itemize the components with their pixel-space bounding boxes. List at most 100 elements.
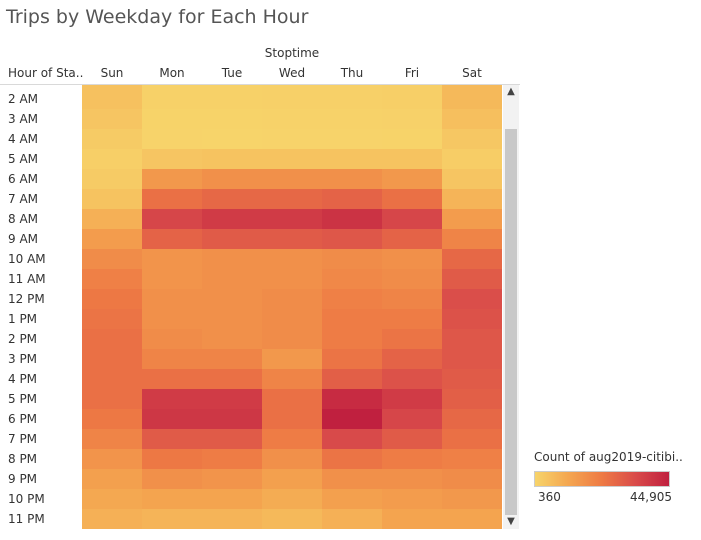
heatmap-cell[interactable] [82,309,142,329]
heatmap-cell[interactable] [382,209,442,229]
heatmap-cell[interactable] [142,289,202,309]
heatmap-cell[interactable] [322,389,382,409]
heatmap-cell[interactable] [322,489,382,509]
heatmap-cell[interactable] [202,369,262,389]
heatmap-cell[interactable] [322,369,382,389]
heatmap-cell[interactable] [142,409,202,429]
heatmap-cell[interactable] [382,89,442,109]
heatmap-cell[interactable] [322,209,382,229]
heatmap-cell[interactable] [142,329,202,349]
heatmap-cell[interactable] [442,189,502,209]
heatmap-cell[interactable] [382,109,442,129]
heatmap-cell[interactable] [82,489,142,509]
heatmap-cell[interactable] [262,369,322,389]
heatmap-cell[interactable] [442,369,502,389]
heatmap-cell[interactable] [142,109,202,129]
heatmap-cell[interactable] [262,449,322,469]
heatmap-cell[interactable] [262,489,322,509]
heatmap-cell[interactable] [82,469,142,489]
heatmap-cell[interactable] [442,349,502,369]
heatmap-cell[interactable] [82,169,142,189]
heatmap-cell[interactable] [262,249,322,269]
heatmap-cell[interactable] [202,129,262,149]
heatmap-cell[interactable] [382,329,442,349]
heatmap-cell[interactable] [322,469,382,489]
heatmap-cell[interactable] [382,269,442,289]
heatmap-cell[interactable] [202,329,262,349]
heatmap-cell[interactable] [202,149,262,169]
heatmap-cell[interactable] [442,469,502,489]
heatmap-cell[interactable] [82,369,142,389]
heatmap-cell[interactable] [142,429,202,449]
heatmap-cell[interactable] [142,469,202,489]
heatmap-cell[interactable] [322,329,382,349]
heatmap-cell[interactable] [262,189,322,209]
heatmap-cell[interactable] [202,489,262,509]
heatmap-cell[interactable] [82,229,142,249]
heatmap-cell[interactable] [382,309,442,329]
heatmap-cell[interactable] [442,409,502,429]
heatmap-cell[interactable] [142,149,202,169]
heatmap-cell[interactable] [382,169,442,189]
heatmap-cell[interactable] [442,389,502,409]
heatmap-cell[interactable] [382,449,442,469]
heatmap-cell[interactable] [322,229,382,249]
heatmap-cell[interactable] [202,309,262,329]
heatmap-cell[interactable] [82,269,142,289]
heatmap-cell[interactable] [442,489,502,509]
heatmap-cell[interactable] [202,89,262,109]
heatmap-cell[interactable] [262,229,322,249]
heatmap-cell[interactable] [382,249,442,269]
heatmap-cell[interactable] [262,169,322,189]
heatmap-cell[interactable] [442,109,502,129]
heatmap-cell[interactable] [142,369,202,389]
heatmap-cell[interactable] [442,309,502,329]
heatmap-cell[interactable] [142,389,202,409]
heatmap-cell[interactable] [442,269,502,289]
heatmap-cell[interactable] [382,429,442,449]
heatmap-cell[interactable] [142,489,202,509]
heatmap-cell[interactable] [322,109,382,129]
heatmap-cell[interactable] [82,89,142,109]
heatmap-cell[interactable] [142,309,202,329]
heatmap-cell[interactable] [82,429,142,449]
heatmap-cell[interactable] [442,209,502,229]
heatmap-cell[interactable] [322,129,382,149]
heatmap-cell[interactable] [262,309,322,329]
heatmap-cell[interactable] [202,269,262,289]
heatmap-cell[interactable] [322,309,382,329]
heatmap-cell[interactable] [82,329,142,349]
heatmap-cell[interactable] [82,389,142,409]
heatmap-cell[interactable] [442,329,502,349]
heatmap-cell[interactable] [262,109,322,129]
row-header-label[interactable]: Hour of Sta.. [8,66,84,80]
heatmap-cell[interactable] [202,429,262,449]
scroll-down-icon[interactable]: ▼ [507,516,515,527]
heatmap-cell[interactable] [142,89,202,109]
heatmap-cell[interactable] [142,189,202,209]
heatmap-cell[interactable] [322,189,382,209]
heatmap-cell[interactable] [382,289,442,309]
heatmap-cell[interactable] [442,429,502,449]
heatmap-cell[interactable] [442,149,502,169]
heatmap-cell[interactable] [442,449,502,469]
heatmap-cell[interactable] [382,389,442,409]
heatmap-cell[interactable] [382,189,442,209]
heatmap-cell[interactable] [142,129,202,149]
heatmap-cell[interactable] [82,249,142,269]
heatmap-cell[interactable] [382,369,442,389]
heatmap-cell[interactable] [82,449,142,469]
heatmap-cell[interactable] [262,149,322,169]
heatmap-cell[interactable] [82,509,142,529]
heatmap-cell[interactable] [202,389,262,409]
heatmap-cell[interactable] [202,289,262,309]
heatmap-cell[interactable] [382,229,442,249]
heatmap-cell[interactable] [202,249,262,269]
heatmap-cell[interactable] [142,169,202,189]
heatmap-cell[interactable] [322,509,382,529]
heatmap-cell[interactable] [142,509,202,529]
heatmap-cell[interactable] [322,269,382,289]
heatmap-cell[interactable] [322,409,382,429]
heatmap-cell[interactable] [322,349,382,369]
heatmap-cell[interactable] [82,109,142,129]
